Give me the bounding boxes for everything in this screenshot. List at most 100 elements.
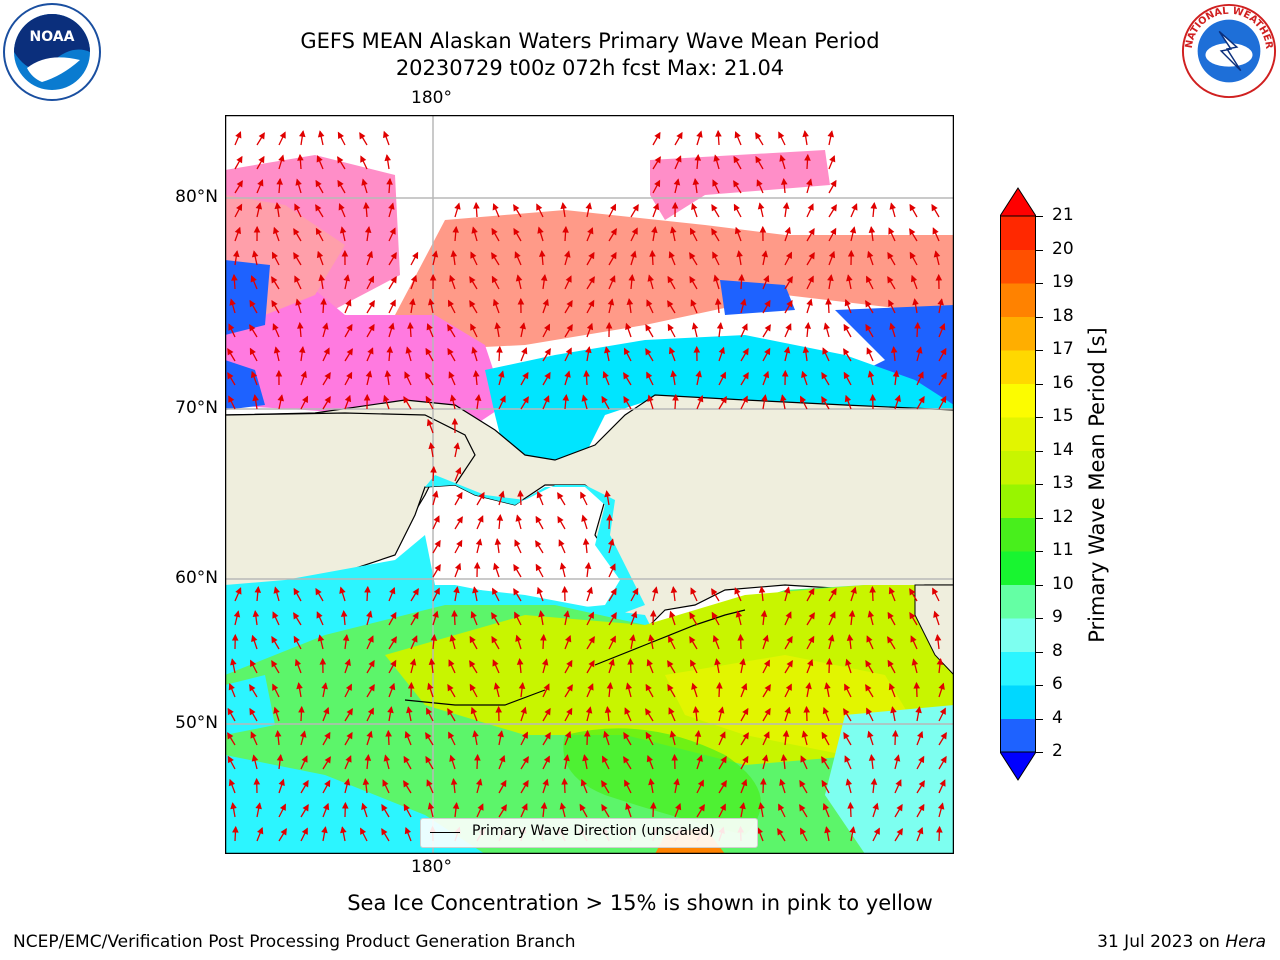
wave-arrow-head: [515, 274, 523, 282]
chukchi-cyan: [485, 335, 954, 475]
wave-arrow-head: [412, 611, 419, 620]
wave-arrow-head: [588, 251, 595, 260]
wave-arrow-head: [323, 706, 330, 715]
wave-arrow-head: [799, 779, 806, 788]
wave-arrow-head: [280, 828, 287, 836]
nws-logo-icon: NATIONAL WEATHER SERVICE: [1180, 2, 1277, 99]
wave-arrow-head: [601, 803, 608, 812]
colorbar-segment: [1000, 450, 1036, 485]
colorbar-segment: [1000, 584, 1036, 619]
wave-arrow-head: [411, 635, 418, 643]
colorbar-under-triangle: [1000, 751, 1036, 781]
wave-arrow-head: [513, 204, 520, 212]
colorbar-tick-mark: [1036, 752, 1043, 753]
wave-arrow-head: [625, 802, 632, 810]
wave-arrow-head: [844, 298, 851, 307]
arctic-blue-chukchi: [720, 280, 795, 315]
wave-arrow-head: [647, 274, 654, 282]
wave-arrow-head: [361, 802, 368, 811]
wave-arrow-head: [544, 732, 551, 740]
wave-arrow-head: [448, 659, 455, 667]
wave-arrow-head: [521, 803, 528, 811]
wave-arrow-head: [339, 226, 347, 234]
wave-arrow-head: [843, 708, 850, 716]
map-panel: [225, 115, 954, 854]
wave-arrow-head: [742, 707, 749, 716]
wave-arrow-head: [580, 778, 587, 787]
wave-arrow-head: [432, 490, 439, 498]
colorbar-tick-mark: [1036, 316, 1043, 318]
colorbar-segment: [1000, 417, 1036, 451]
wave-arrow-head: [360, 155, 367, 163]
wave-arrow-head: [257, 826, 264, 835]
wave-arrow-head: [249, 299, 256, 308]
wave-arrow-head: [536, 203, 543, 211]
colorbar-segment: [1000, 685, 1036, 719]
wave-arrow-head: [301, 827, 308, 835]
wave-arrow-head: [368, 300, 375, 308]
wave-arrow-head: [670, 226, 677, 234]
wave-arrow-head: [670, 370, 677, 378]
wave-arrow-head: [849, 226, 857, 234]
wave-arrow-head: [540, 274, 548, 282]
wave-arrow-head: [274, 729, 282, 737]
wave-arrow-head: [808, 252, 815, 260]
wave-arrow-head: [887, 636, 894, 644]
wave-arrow-head: [447, 347, 454, 356]
wave-arrow-head: [588, 636, 595, 644]
wave-arrow-head: [800, 395, 807, 404]
wave-arrow-head: [403, 755, 410, 764]
wave-arrow-head: [228, 778, 236, 787]
wave-arrow-head: [739, 658, 746, 666]
wave-arrow-head: [654, 156, 661, 164]
wave-arrow-head: [342, 633, 350, 641]
wave-arrow-head: [910, 635, 917, 643]
wave-arrow-head: [448, 731, 455, 739]
wave-arrow-head: [780, 394, 787, 402]
wave-arrow-head: [254, 585, 262, 593]
wave-arrow-head: [827, 130, 834, 138]
wave-arrow-head: [320, 297, 327, 305]
wave-arrow-head: [821, 396, 828, 404]
wave-arrow-head: [937, 298, 944, 306]
wave-arrow-head: [609, 563, 616, 571]
wave-arrow-head: [939, 707, 946, 715]
wave-arrow-head: [368, 275, 375, 284]
wave-arrow-head: [293, 587, 300, 596]
wave-arrow-head: [337, 179, 344, 188]
wave-arrow-head: [720, 755, 727, 764]
colorbar-segment: [1000, 216, 1036, 250]
wave-arrow-head: [300, 370, 307, 379]
wave-arrow-head: [695, 370, 702, 378]
colorbar-tick-label: 8: [1052, 640, 1063, 661]
wave-arrow-head: [258, 155, 265, 164]
wave-arrow-head: [895, 779, 902, 787]
wave-arrow-head: [713, 154, 720, 162]
wave-arrow-head: [697, 779, 704, 787]
wave-arrow-head: [827, 274, 834, 282]
wave-arrow-head: [697, 394, 704, 403]
wave-arrow-head: [317, 634, 325, 642]
wave-arrow-head: [428, 657, 436, 665]
wave-arrow-head: [519, 322, 526, 330]
colorbar-tick-label: 6: [1052, 674, 1063, 694]
wave-arrow-head: [535, 563, 542, 572]
colorbar: [1000, 187, 1036, 781]
wave-arrow-head: [566, 300, 573, 308]
wave-arrow-head: [299, 130, 306, 138]
wave-arrow-head: [425, 395, 432, 404]
wave-arrow-head: [800, 827, 807, 835]
wave-arrow-head: [321, 682, 328, 690]
wave-arrow-head: [544, 323, 551, 332]
wave-arrow-head: [711, 204, 718, 212]
arctic-blue-west: [225, 260, 270, 335]
noaa-logo-text: NOAA: [30, 29, 75, 45]
wave-arrow-head: [804, 153, 811, 161]
wave-arrow-head: [936, 825, 943, 833]
wave-arrow-head: [293, 252, 300, 260]
wave-arrow-head: [566, 324, 573, 332]
chart-subtitle: 20230729 t00z 072h fcst Max: 21.04: [395, 56, 785, 80]
wave-arrow-head: [939, 779, 946, 787]
footer-credit: NCEP/EMC/Verification Post Processing Pr…: [13, 932, 576, 952]
wave-arrow-head: [384, 370, 392, 378]
